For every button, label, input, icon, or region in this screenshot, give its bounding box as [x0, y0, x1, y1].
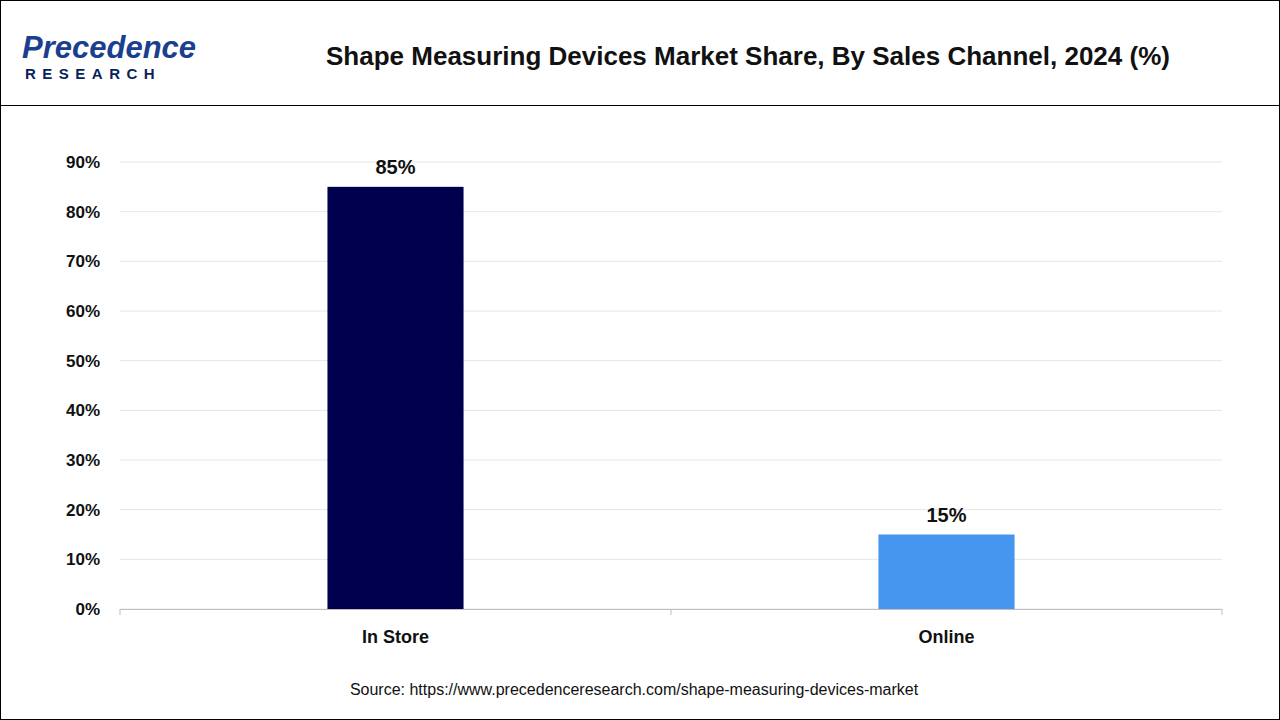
x-tick-label: Online — [918, 627, 974, 647]
x-axis-separator — [671, 609, 672, 615]
grid-line — [120, 311, 1222, 312]
chart: PrecedenceRESEARCH Shape Measuring Device… — [0, 0, 1280, 720]
y-tick-label: 70% — [66, 252, 100, 271]
x-axis-separator — [120, 609, 121, 615]
chart-root: PrecedenceRESEARCH Shape Measuring Device… — [0, 0, 1280, 720]
logo-subtext: RESEARCH — [25, 65, 161, 82]
y-tick-label: 0% — [75, 600, 100, 619]
data-label: 85% — [375, 156, 415, 178]
grid-line — [120, 211, 1222, 212]
grid-line — [120, 559, 1222, 560]
y-tick-label: 80% — [66, 203, 100, 222]
y-tick-label: 50% — [66, 352, 100, 371]
data-label: 15% — [926, 504, 966, 526]
grid-line — [120, 261, 1222, 262]
grid-line — [120, 509, 1222, 510]
y-tick-label: 20% — [66, 501, 100, 520]
grid-line — [120, 410, 1222, 411]
grid-line — [120, 162, 1222, 163]
grid — [120, 162, 1222, 609]
y-tick-label: 60% — [66, 302, 100, 321]
x-axis-separator — [1222, 609, 1223, 615]
bars — [327, 187, 1014, 609]
bar — [878, 535, 1014, 610]
y-tick-label: 10% — [66, 550, 100, 569]
frame — [1, 1, 1280, 720]
y-tick-label: 40% — [66, 401, 100, 420]
grid-line — [120, 460, 1222, 461]
grid-line — [120, 360, 1222, 361]
title: Shape Measuring Devices Market Share, By… — [326, 41, 1170, 71]
bar — [327, 187, 463, 609]
y-tick-label: 30% — [66, 451, 100, 470]
source: Source: https://www.precedenceresearch.c… — [350, 681, 919, 698]
header-divider — [0, 105, 1280, 106]
logo-text: Precedence — [22, 30, 196, 65]
x-tick-label: In Store — [362, 627, 429, 647]
y-tick-label: 90% — [66, 153, 100, 172]
